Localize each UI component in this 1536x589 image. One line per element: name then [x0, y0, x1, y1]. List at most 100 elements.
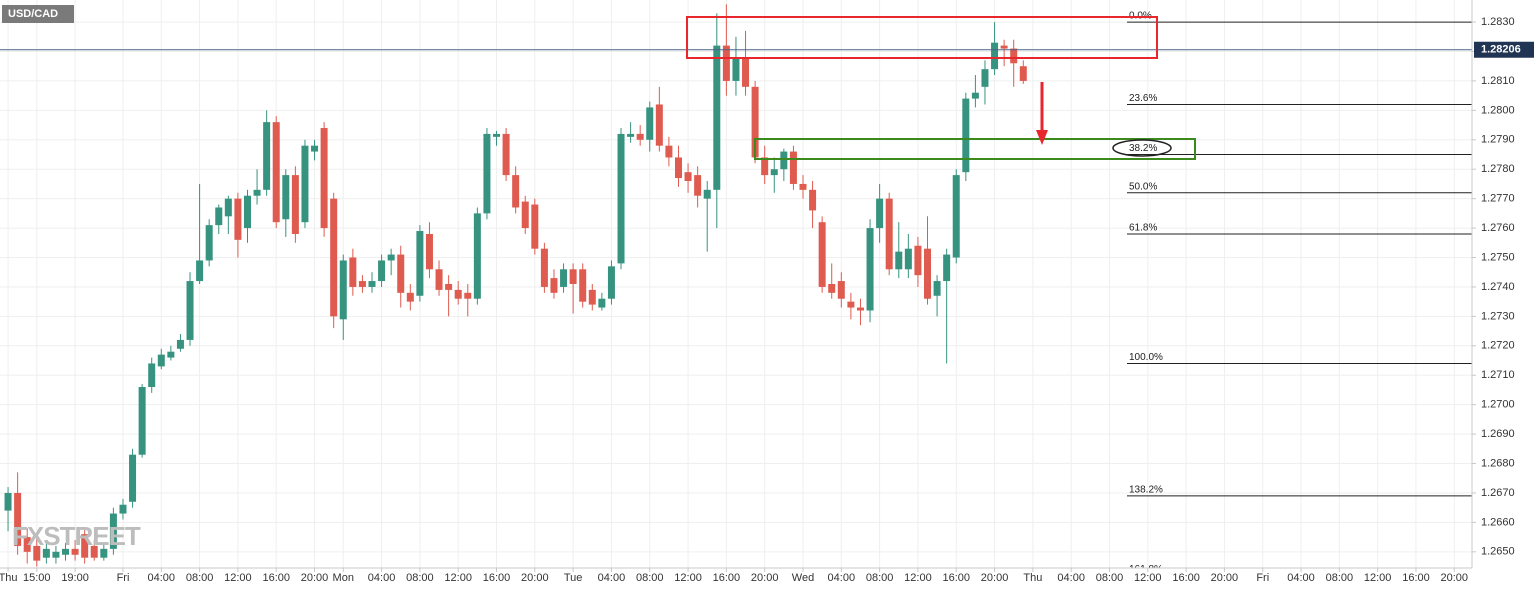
- x-tick-label: 12:00: [674, 572, 702, 584]
- y-tick-label: 1.2740: [1481, 281, 1515, 293]
- candle-body: [90, 545, 98, 558]
- candle-body: [205, 225, 213, 261]
- candle-body: [895, 251, 903, 270]
- candle-body: [148, 363, 156, 388]
- candle-body: [368, 281, 376, 287]
- y-tick-label: 1.2720: [1481, 340, 1515, 352]
- candle-body: [703, 189, 711, 199]
- x-tick-label: 12:00: [1134, 572, 1162, 584]
- candle-body: [579, 269, 587, 302]
- x-tick-label: 16:00: [713, 572, 741, 584]
- candle-body: [119, 504, 127, 514]
- candle-body: [473, 213, 481, 299]
- candle-body: [569, 269, 577, 284]
- y-tick-label: 1.2730: [1481, 310, 1515, 322]
- candle-body: [71, 548, 79, 555]
- candle-body: [339, 260, 347, 320]
- x-tick-label: 08:00: [866, 572, 894, 584]
- candle-body: [464, 292, 472, 299]
- candle-body: [540, 248, 548, 287]
- candle-body: [157, 354, 165, 367]
- y-tick-label: 1.2800: [1481, 104, 1515, 116]
- x-tick-label: 12:00: [904, 572, 932, 584]
- candle-body: [378, 260, 386, 282]
- candle-body: [531, 204, 539, 249]
- x-tick-label: 04:00: [368, 572, 396, 584]
- candle-body: [52, 551, 60, 558]
- candle-body: [138, 387, 146, 455]
- candle-body: [655, 104, 663, 146]
- candle-body: [952, 175, 960, 258]
- x-tick-label: 15:00: [23, 572, 51, 584]
- candle-body: [694, 175, 702, 196]
- candle-body: [425, 233, 433, 270]
- x-tick-label: 12:00: [444, 572, 472, 584]
- candle-body: [761, 157, 769, 176]
- candle-body: [770, 169, 778, 176]
- x-tick-label: 20:00: [301, 572, 329, 584]
- x-tick-label: Fri: [117, 572, 130, 584]
- candle-body: [320, 128, 328, 229]
- candle-body: [215, 207, 223, 226]
- candle-body: [943, 254, 951, 282]
- x-tick-label: 16:00: [483, 572, 511, 584]
- candle-body: [933, 281, 941, 296]
- candle-body: [780, 151, 788, 170]
- candle-body: [445, 284, 453, 290]
- candle-body: [253, 189, 261, 196]
- resistance-box: [686, 16, 1158, 59]
- candle-body: [1000, 45, 1008, 49]
- candle-body: [176, 339, 184, 349]
- candle-body: [665, 145, 673, 158]
- candle-body: [828, 284, 836, 293]
- x-tick-label: 12:00: [1364, 572, 1392, 584]
- y-tick-label: 1.2690: [1481, 428, 1515, 440]
- x-tick-label: Tue: [564, 572, 583, 584]
- candle-body: [904, 248, 912, 270]
- highlight-ellipse: [1112, 139, 1172, 157]
- candle-body: [416, 231, 424, 296]
- y-tick-label: 1.2770: [1481, 193, 1515, 205]
- x-tick-label: 16:00: [942, 572, 970, 584]
- candle-body: [789, 151, 797, 184]
- x-tick-label: 04:00: [1057, 572, 1085, 584]
- candle-body: [454, 289, 462, 299]
- candle-body: [991, 42, 999, 70]
- candle-body: [272, 122, 280, 223]
- candle-body: [713, 45, 721, 190]
- x-tick-label: 08:00: [406, 572, 434, 584]
- x-tick-label: 20:00: [751, 572, 779, 584]
- candle-body: [847, 301, 855, 308]
- x-tick-label: 20:00: [1441, 572, 1469, 584]
- candle-body: [722, 45, 730, 81]
- candle-body: [512, 175, 520, 208]
- x-tick-label: 20:00: [981, 572, 1009, 584]
- x-tick-label: 08:00: [1326, 572, 1354, 584]
- candle-body: [301, 145, 309, 223]
- candle-body: [243, 195, 251, 229]
- symbol-label: USD/CAD: [8, 8, 58, 20]
- y-tick-label: 1.2760: [1481, 222, 1515, 234]
- last-price-label: 1.28206: [1481, 44, 1521, 56]
- candle-body: [397, 254, 405, 293]
- candle-body: [387, 254, 395, 261]
- candle-body: [493, 133, 501, 137]
- y-tick-label: 1.2660: [1481, 516, 1515, 528]
- candle-body: [1019, 66, 1027, 81]
- y-tick-label: 1.2810: [1481, 75, 1515, 87]
- y-tick-label: 1.2790: [1481, 134, 1515, 146]
- y-tick-label: 1.2750: [1481, 251, 1515, 263]
- y-tick-label: 1.2780: [1481, 163, 1515, 175]
- candle-body: [167, 351, 175, 358]
- candle-body: [636, 133, 644, 140]
- candle-body: [81, 534, 89, 558]
- candle-body: [962, 98, 970, 173]
- arrow-head: [1036, 130, 1048, 145]
- candle-body: [282, 175, 290, 220]
- candle-body: [14, 492, 22, 546]
- x-tick-label: Thu: [1023, 572, 1042, 584]
- x-tick-label: 16:00: [1402, 572, 1430, 584]
- fib-label: 61.8%: [1129, 223, 1157, 234]
- x-tick-label: 16:00: [262, 572, 290, 584]
- fib-label: 38.2%: [1129, 143, 1157, 154]
